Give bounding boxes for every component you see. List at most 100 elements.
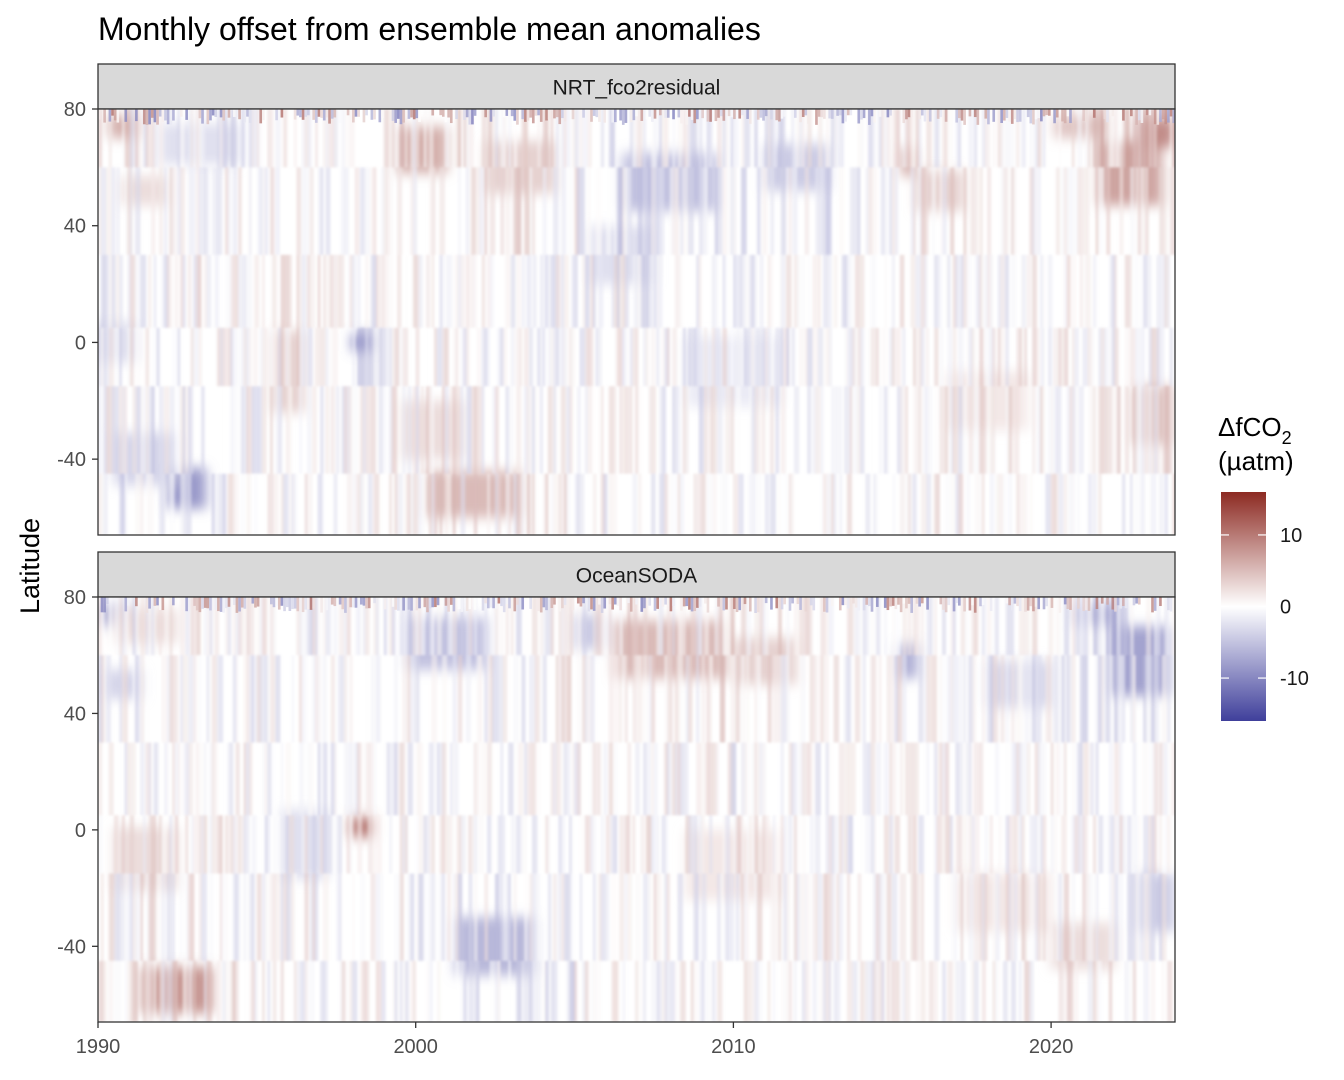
month-cell	[169, 815, 173, 874]
month-cell	[733, 254, 738, 328]
month-cell	[526, 167, 531, 255]
month-cell	[98, 742, 103, 816]
month-cell	[346, 597, 351, 656]
month-cell	[1016, 109, 1019, 123]
month-cell	[730, 109, 734, 168]
month-cell	[696, 327, 702, 387]
month-cell	[1047, 655, 1052, 743]
month-cell	[788, 742, 794, 816]
month-cell	[357, 386, 362, 474]
month-cell	[772, 960, 776, 1022]
month-cell	[587, 386, 593, 474]
month-cell	[748, 597, 752, 612]
month-cell	[508, 597, 511, 609]
month-cell	[733, 473, 739, 535]
month-cell	[502, 254, 508, 328]
month-cell	[645, 742, 651, 816]
month-cell	[1045, 655, 1049, 743]
month-cell	[394, 109, 399, 168]
month-cell	[865, 815, 871, 874]
month-cell	[283, 473, 289, 535]
month-cell	[484, 597, 488, 656]
month-cell	[934, 327, 939, 387]
month-cell	[153, 742, 159, 816]
month-cell	[365, 254, 369, 328]
month-cell	[116, 167, 120, 255]
month-cell	[219, 655, 224, 743]
month-cell	[542, 254, 548, 328]
month-cell	[153, 109, 159, 168]
month-cell	[920, 597, 924, 656]
month-cell	[357, 597, 361, 656]
month-cell	[561, 386, 566, 474]
month-cell	[539, 386, 543, 474]
month-cell	[873, 473, 877, 535]
month-cell	[907, 473, 912, 535]
month-cell	[180, 597, 185, 656]
month-cell	[486, 254, 492, 328]
month-cell	[158, 109, 164, 168]
month-cell	[664, 597, 667, 605]
month-cell	[952, 597, 956, 656]
month-cell	[1018, 742, 1023, 816]
month-cell	[878, 655, 882, 743]
month-cell	[648, 597, 652, 606]
month-cell	[611, 597, 615, 610]
month-cell	[1137, 815, 1141, 874]
month-cell	[105, 254, 111, 328]
month-cell	[1079, 386, 1084, 474]
month-cell	[169, 960, 174, 1022]
month-cell	[963, 873, 967, 961]
month-cell	[497, 655, 504, 743]
month-cell	[1018, 815, 1023, 874]
month-cell	[542, 473, 547, 535]
month-cell	[558, 109, 563, 168]
month-cell	[846, 254, 853, 328]
month-cell	[627, 167, 632, 255]
panel-border	[97, 596, 1176, 1023]
month-cell	[301, 167, 308, 255]
month-cell	[870, 597, 874, 612]
month-cell	[791, 473, 796, 535]
month-cell	[828, 873, 834, 961]
month-cell	[709, 386, 715, 474]
month-cell	[148, 815, 152, 874]
month-cell	[1132, 873, 1137, 961]
month-cell	[1106, 597, 1110, 656]
month-cell	[711, 742, 716, 816]
month-cell	[751, 742, 755, 816]
month-cell	[1037, 873, 1042, 961]
month-cell	[246, 327, 250, 387]
month-cell	[248, 742, 253, 816]
month-cell	[121, 109, 125, 168]
month-cell	[415, 873, 420, 961]
month-cell	[648, 655, 653, 743]
month-cell	[127, 873, 132, 961]
month-cell	[658, 960, 662, 1022]
month-cell	[1016, 597, 1019, 607]
month-cell	[227, 597, 232, 656]
month-cell	[566, 109, 571, 168]
month-cell	[823, 873, 827, 961]
month-cell	[1092, 473, 1097, 535]
month-cell	[725, 167, 731, 255]
month-cell	[1037, 597, 1041, 610]
month-cell	[397, 109, 400, 119]
month-cell	[1151, 386, 1156, 474]
month-cell	[804, 597, 809, 656]
month-cell	[359, 873, 366, 961]
month-cell	[336, 815, 340, 874]
month-cell	[346, 254, 350, 328]
month-cell	[762, 109, 765, 121]
month-cell	[804, 327, 808, 387]
month-cell	[418, 742, 423, 816]
month-cell	[947, 109, 952, 168]
month-cell	[817, 327, 824, 387]
month-cell	[476, 167, 482, 255]
month-cell	[320, 109, 323, 118]
month-cell	[537, 742, 542, 816]
month-cell	[828, 742, 834, 816]
month-cell	[108, 109, 113, 168]
month-cell	[1156, 386, 1161, 474]
month-cell	[817, 109, 823, 168]
